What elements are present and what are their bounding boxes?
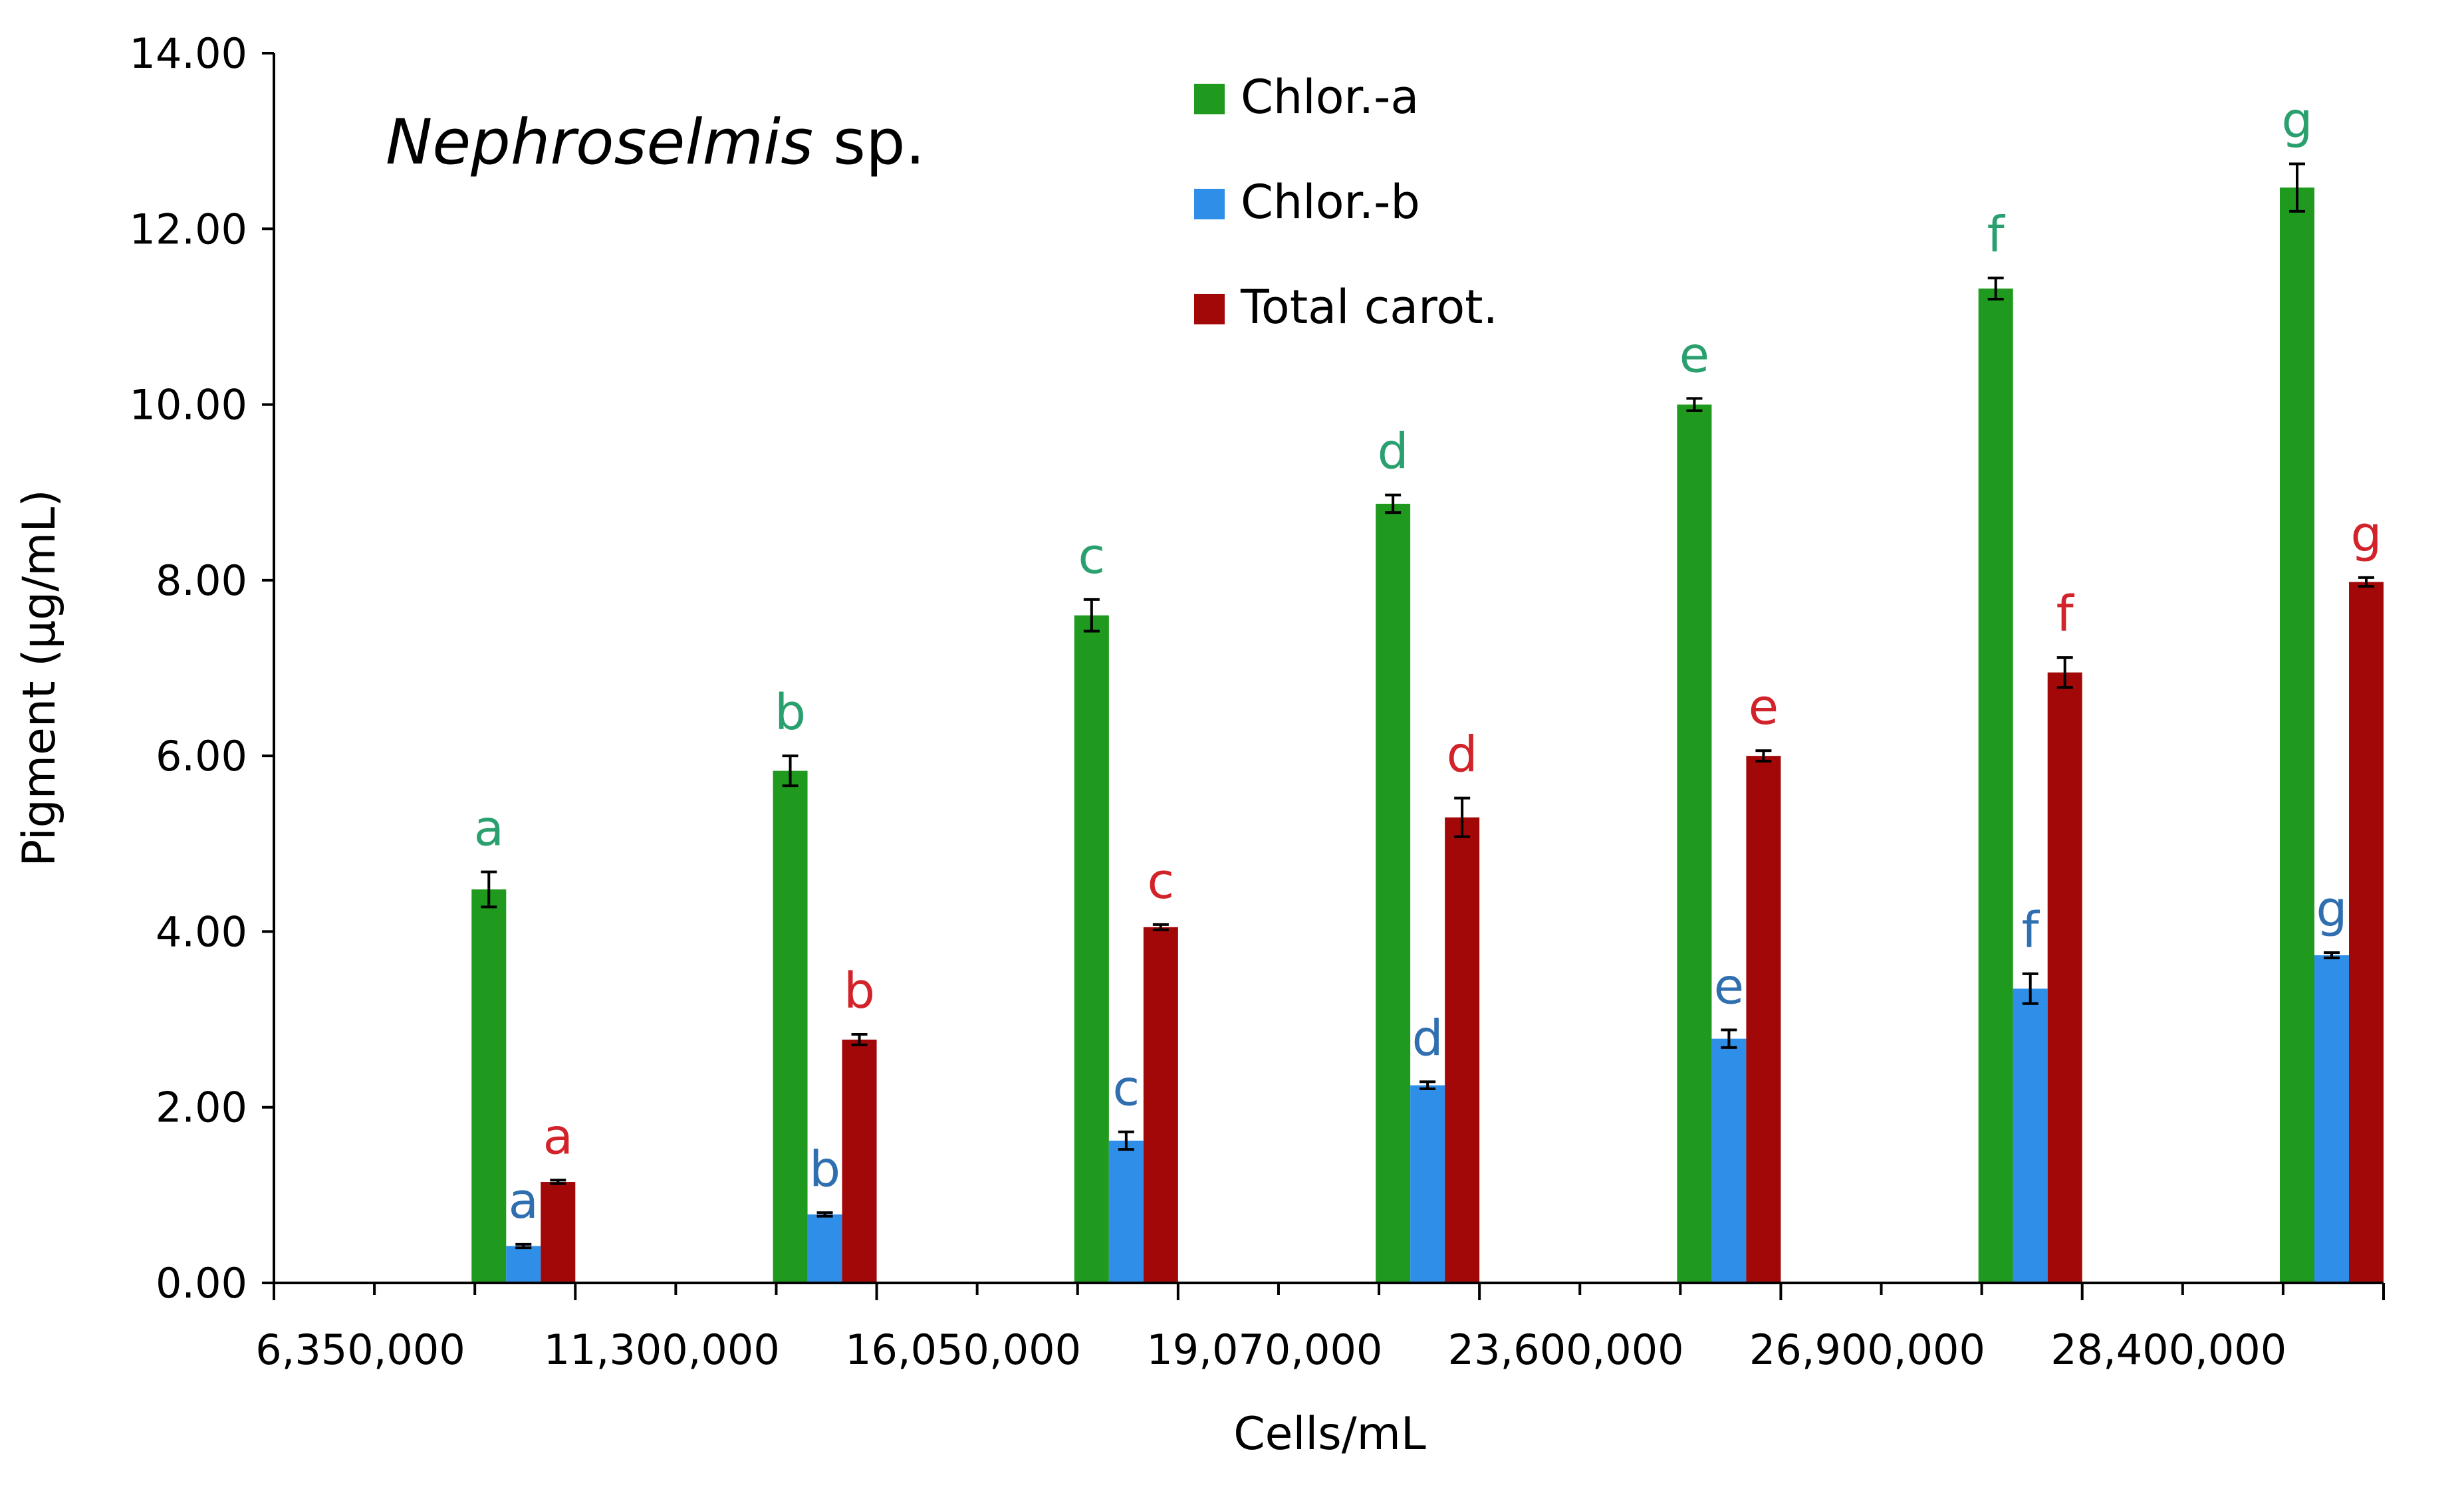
x-tick-label-3: 16,050,000: [845, 1325, 1081, 1374]
error-bar-chlor-b-2: [816, 1211, 833, 1218]
error-bar-total-carot-3: [1152, 923, 1169, 931]
x-tick-label-7: 28,400,000: [2050, 1325, 2286, 1374]
significance-letter-total-carot-1: a: [543, 1108, 573, 1165]
bar-chlor-a-4: [1376, 503, 1411, 1284]
significance-letter-chlor-a-4: d: [1378, 423, 1409, 481]
error-bar-chlor-b-1: [515, 1242, 532, 1250]
significance-letter-chlor-b-1: a: [509, 1173, 539, 1230]
bar-total-carot-5: [1746, 756, 1781, 1283]
y-tick-label-1: 0.00: [156, 1259, 247, 1308]
error-bars-layer: [481, 162, 2374, 1250]
error-bar-chlor-b-6: [2022, 972, 2038, 1005]
legend-label-chlor-a: Chlor.-a: [1241, 70, 1419, 124]
significance-letter-chlor-a-3: c: [1078, 528, 1106, 585]
bar-chlor-a-1: [471, 889, 507, 1283]
bar-total-carot-4: [1445, 817, 1480, 1283]
significance-letter-total-carot-5: e: [1749, 679, 1779, 736]
bar-chlor-a-7: [2280, 187, 2314, 1283]
y-tick-label-2: 2.00: [156, 1084, 247, 1132]
significance-letter-total-carot-6: f: [2056, 586, 2075, 643]
legend-label-chlor-b: Chlor.-b: [1241, 175, 1420, 229]
bar-chlor-b-1: [506, 1246, 541, 1283]
bar-total-carot-7: [2349, 582, 2384, 1283]
error-bar-total-carot-1: [550, 1179, 566, 1185]
y-tick-label-5: 8.00: [156, 556, 247, 605]
x-tick-label-6: 26,900,000: [1749, 1325, 1985, 1374]
y-tick-label-4: 6.00: [156, 732, 247, 780]
error-bar-chlor-a-6: [1987, 277, 2004, 300]
significance-letter-chlor-b-2: b: [809, 1141, 840, 1198]
error-bar-total-carot-4: [1454, 796, 1471, 838]
species-suffix: sp.: [813, 106, 925, 179]
significance-letter-chlor-a-2: b: [775, 684, 806, 741]
legend-label-total-carot: Total carot.: [1240, 280, 1498, 334]
legend: Chlor.-a Chlor.-b Total carot.: [1194, 70, 1498, 334]
error-bar-chlor-a-2: [782, 754, 799, 788]
species-annotation: Nephroselmis sp.: [386, 106, 925, 179]
significance-letter-chlor-a-6: f: [1987, 206, 2006, 263]
y-axis-title: Pigment (μg/mL): [13, 489, 66, 867]
significance-letter-chlor-a-1: a: [474, 800, 504, 857]
significance-letter-total-carot-3: c: [1148, 853, 1175, 910]
bar-total-carot-3: [1143, 927, 1178, 1283]
x-tick-label-2: 11,300,000: [544, 1325, 780, 1374]
error-bar-chlor-a-4: [1385, 493, 1402, 514]
error-bar-chlor-b-7: [2324, 951, 2340, 960]
bar-total-carot-2: [842, 1039, 877, 1283]
significance-letter-total-carot-2: b: [844, 963, 875, 1020]
legend-swatch-chlor-b: [1194, 189, 1225, 219]
x-tick-label-4: 19,070,000: [1146, 1325, 1382, 1374]
bar-chlor-a-2: [773, 770, 808, 1283]
y-tick-label-3: 4.00: [156, 907, 247, 956]
error-bar-chlor-a-1: [481, 870, 497, 909]
y-tick-label-8: 14.00: [130, 29, 248, 78]
y-tick-label-6: 10.00: [130, 381, 248, 429]
bar-chlor-b-6: [2013, 988, 2048, 1283]
bar-chlor-b-2: [807, 1214, 842, 1283]
axes-layer: 6,350,000 11,300,000 16,050,000 19,070,000 2…: [130, 29, 2385, 1374]
species-genus: Nephroselmis: [386, 106, 813, 179]
bar-chlor-b-7: [2314, 955, 2349, 1283]
significance-letter-chlor-b-4: d: [1412, 1010, 1443, 1067]
significance-letter-chlor-a-5: e: [1679, 326, 1710, 384]
bar-chlor-b-3: [1108, 1140, 1144, 1283]
legend-swatch-chlor-a: [1194, 84, 1225, 114]
significance-letter-chlor-b-7: g: [2316, 881, 2348, 938]
bar-chlor-b-5: [1711, 1038, 1747, 1283]
significance-letter-chlor-b-3: c: [1113, 1060, 1140, 1117]
error-bar-total-carot-2: [851, 1033, 868, 1046]
error-bar-chlor-b-4: [1419, 1080, 1436, 1090]
bar-chlor-a-6: [1978, 288, 2013, 1284]
y-tick-label-7: 12.00: [130, 205, 248, 253]
error-bar-total-carot-5: [1755, 749, 1772, 763]
x-axis-title: Cells/mL: [1233, 1408, 1426, 1460]
x-tick-label-5: 23,600,000: [1448, 1325, 1684, 1374]
significance-letter-chlor-a-7: g: [2282, 92, 2313, 150]
significance-letter-total-carot-7: g: [2351, 506, 2382, 563]
error-bar-chlor-a-5: [1686, 397, 1703, 412]
bar-chlor-b-4: [1410, 1085, 1445, 1283]
bars-layer: [471, 187, 2384, 1284]
bar-chlor-a-3: [1074, 615, 1109, 1283]
error-bar-chlor-a-3: [1083, 598, 1100, 633]
significance-letter-chlor-b-6: f: [2022, 902, 2040, 959]
bar-total-carot-6: [2047, 672, 2082, 1283]
error-bar-chlor-a-7: [2289, 162, 2305, 213]
significance-letter-total-carot-4: d: [1447, 727, 1478, 784]
bar-chlor-a-5: [1677, 404, 1712, 1283]
legend-swatch-total-carot: [1194, 294, 1225, 324]
bar-total-carot-1: [541, 1182, 576, 1283]
x-tick-label-1: 6,350,000: [255, 1325, 465, 1374]
error-bar-chlor-b-5: [1721, 1028, 1737, 1049]
significance-letter-chlor-b-5: e: [1714, 958, 1745, 1015]
error-bar-total-carot-6: [2056, 656, 2073, 689]
error-bar-chlor-b-3: [1118, 1130, 1134, 1151]
error-bar-total-carot-7: [2358, 576, 2374, 588]
